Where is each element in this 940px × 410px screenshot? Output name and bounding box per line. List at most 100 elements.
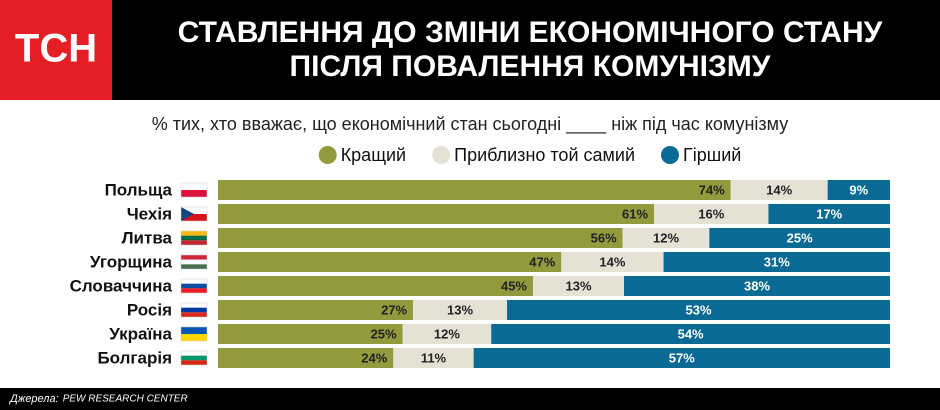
value-label: 13% <box>447 302 473 317</box>
legend-label: Кращий <box>341 145 406 165</box>
value-label: 12% <box>653 230 679 245</box>
bar-segment <box>413 300 508 320</box>
bar-segment <box>663 252 890 272</box>
value-label: 24% <box>361 350 387 365</box>
flag-border <box>180 350 208 366</box>
bar-segment <box>622 228 710 248</box>
bar-segment <box>768 204 890 224</box>
bar-segment <box>473 348 890 368</box>
subtitle: % тих, хто вважає, що економічний стан с… <box>152 114 789 135</box>
flag-stripe <box>181 259 207 265</box>
value-label: 61% <box>622 206 648 221</box>
flag-stripe <box>181 240 207 245</box>
header <box>0 0 940 100</box>
flag-stripe <box>181 288 207 293</box>
legend-marker <box>661 146 679 164</box>
bar-segment <box>491 324 890 344</box>
footer <box>0 388 940 410</box>
value-label: 53% <box>686 302 712 317</box>
flag-stripe <box>181 231 207 236</box>
logo-box <box>0 0 112 100</box>
value-label: 38% <box>744 278 770 293</box>
chart-title: ПІСЛЯ ПОВАЛЕННЯ КОМУНІЗМУ <box>290 50 771 83</box>
flag-stripe <box>181 235 207 241</box>
bar-segment <box>218 228 623 248</box>
value-label: 31% <box>764 254 790 269</box>
bar-segment <box>533 276 624 296</box>
category-label: Чехія <box>127 204 172 223</box>
legend-marker <box>318 146 337 164</box>
flag-border <box>180 206 208 222</box>
flag-stripe <box>181 207 194 221</box>
flag-border <box>180 230 208 246</box>
legend-marker <box>432 146 451 164</box>
value-label: 56% <box>591 230 617 245</box>
legend-label: Приблизно той самий <box>454 145 635 165</box>
bar-segment <box>402 324 492 344</box>
flag-stripe <box>181 334 207 341</box>
flag-border <box>180 254 208 270</box>
flag-stripe <box>181 355 207 361</box>
flag-stripe <box>181 264 207 269</box>
flag-stripe <box>181 351 207 356</box>
bar-segment <box>709 228 890 248</box>
bar-segment <box>561 252 664 272</box>
category-label: Росія <box>127 300 172 319</box>
flag-stripe <box>181 255 207 260</box>
category-label: Угорщина <box>90 252 173 271</box>
flag-stripe <box>181 307 207 313</box>
flag-stripe <box>181 327 207 334</box>
source-label: Джерела: <box>8 393 59 405</box>
bar-segment <box>218 252 562 272</box>
value-label: 14% <box>766 182 792 197</box>
bar-segment <box>218 204 655 224</box>
value-label: 25% <box>787 230 813 245</box>
value-label: 54% <box>678 326 704 341</box>
bar-segment <box>507 300 890 320</box>
flag-border <box>180 326 208 342</box>
category-label: Польща <box>105 180 173 199</box>
flag-stripe <box>181 183 207 190</box>
bar-segment <box>730 180 828 200</box>
value-label: 57% <box>669 350 695 365</box>
flag-stripe <box>181 360 207 365</box>
legend-label: Гірший <box>683 145 741 165</box>
category-label: Україна <box>109 324 172 343</box>
flag-stripe <box>181 312 207 317</box>
bar-segment <box>218 180 731 200</box>
value-label: 11% <box>421 350 447 365</box>
logo: ТСН <box>15 27 97 71</box>
value-label: 25% <box>371 326 397 341</box>
bar-segment <box>218 324 403 344</box>
flag-stripe <box>181 207 207 214</box>
value-label: 74% <box>699 182 725 197</box>
category-label: Болгарія <box>97 348 172 367</box>
flag-stripe <box>181 283 207 289</box>
flag-border <box>180 302 208 318</box>
category-label: Литва <box>122 228 173 247</box>
value-label: 13% <box>565 278 591 293</box>
flag-stripe <box>181 303 207 308</box>
flag-stripe <box>181 214 207 221</box>
value-label: 16% <box>698 206 724 221</box>
value-label: 47% <box>529 254 555 269</box>
value-label: 9% <box>849 182 868 197</box>
category-label: Словаччина <box>70 276 173 295</box>
chart-title: СТАВЛЕННЯ ДО ЗМІНИ ЕКОНОМІЧНОГО СТАНУ <box>178 16 883 49</box>
value-label: 14% <box>599 254 625 269</box>
bar-segment <box>827 180 890 200</box>
flag-border <box>180 278 208 294</box>
flag-border <box>180 182 208 198</box>
value-label: 17% <box>816 206 842 221</box>
value-label: 12% <box>434 326 460 341</box>
bar-segment <box>624 276 890 296</box>
bar-segment <box>654 204 769 224</box>
value-label: 27% <box>381 302 407 317</box>
flag-stripe <box>181 279 207 284</box>
flag-stripe <box>181 190 207 197</box>
value-label: 45% <box>501 278 527 293</box>
bar-segment <box>218 276 533 296</box>
bar-segment <box>393 348 474 368</box>
bar-segment <box>218 348 394 368</box>
